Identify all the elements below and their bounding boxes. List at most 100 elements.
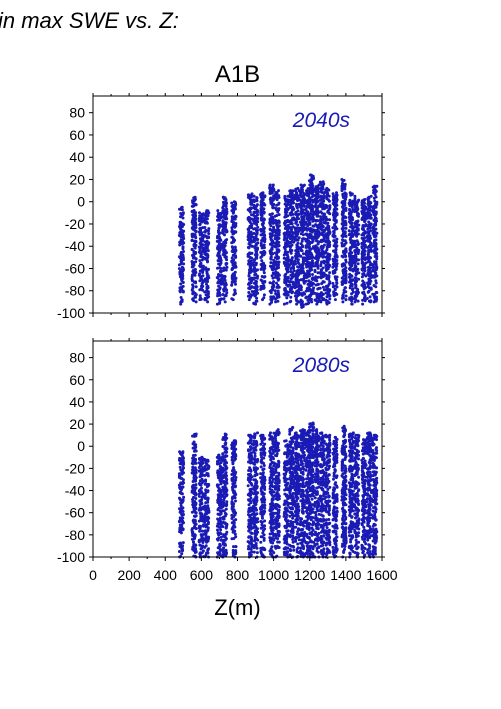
scatter-point [216, 234, 220, 238]
scatter-point [288, 206, 292, 210]
scatter-point [249, 206, 253, 210]
scatter-point [362, 273, 366, 277]
scatter-point [260, 254, 264, 258]
scatter-point [299, 201, 303, 205]
scatter-point [334, 248, 338, 251]
scatter-point [327, 294, 331, 298]
scatter-point [372, 185, 376, 189]
scatter-point [205, 236, 209, 240]
scatter-point [234, 518, 238, 522]
scatter-point [356, 227, 360, 231]
scatter-point [331, 281, 335, 285]
scatter-point [181, 289, 185, 293]
scatter-point [262, 235, 266, 239]
scatter-point [344, 254, 347, 258]
scatter-point [317, 248, 321, 252]
scatter-point [255, 253, 259, 257]
scatter-point [190, 232, 194, 236]
scatter-point [375, 231, 379, 235]
scatter-point [348, 207, 351, 211]
scatter-point [218, 525, 222, 529]
scatter-point [254, 285, 258, 289]
scatter-point [296, 250, 300, 254]
scatter-point [178, 458, 182, 462]
scatter-point [255, 232, 259, 236]
scatter-point [277, 263, 280, 267]
scatter-point [225, 461, 229, 465]
scatter-point [198, 294, 202, 298]
scatter-point [205, 221, 209, 225]
scatter-point [344, 290, 348, 294]
scatter-point [230, 537, 234, 541]
scatter-point [225, 530, 229, 534]
scatter-point [321, 187, 325, 191]
scatter-point [288, 249, 292, 253]
scatter-point [178, 275, 182, 279]
scatter-point [179, 498, 183, 502]
scatter-point [301, 195, 305, 199]
scatter-point [355, 269, 359, 273]
scatter-point [316, 187, 320, 191]
scatter-point [224, 281, 228, 285]
scatter-point [204, 535, 208, 539]
scatter-point [342, 187, 346, 191]
scatter-point [304, 250, 308, 254]
scatter-point [334, 220, 338, 224]
scatter-point [362, 205, 366, 209]
scatter-point [300, 268, 304, 272]
scatter-point [328, 280, 332, 284]
scatter-point [194, 223, 198, 227]
scatter-point [223, 472, 227, 476]
scatter-point [297, 262, 301, 265]
scatter-point [295, 302, 299, 306]
scatter-point [316, 211, 320, 215]
scatter-point [178, 530, 181, 534]
scatter-point [261, 194, 265, 197]
scatter-point [219, 238, 223, 242]
scatter-point [268, 281, 272, 285]
scatter-point [305, 217, 309, 221]
scatter-point [276, 210, 280, 214]
scatter-point [206, 496, 210, 500]
scatter-point [192, 492, 196, 495]
scatter-point [182, 229, 186, 233]
scatter-point [275, 253, 279, 257]
scatter-point [193, 246, 197, 250]
scatter-point [313, 270, 317, 274]
scatter-point [230, 458, 234, 462]
scatter-point [269, 264, 272, 268]
scatter-point [319, 291, 323, 295]
scatter-point [277, 189, 280, 193]
scatter-point [271, 219, 275, 222]
scatter-point [262, 264, 266, 268]
scatter-point [295, 299, 298, 302]
scatter-point [233, 273, 237, 277]
scatter-point [179, 462, 183, 465]
scatter-point [366, 215, 369, 219]
scatter-point [199, 460, 203, 464]
scatter-point [332, 292, 336, 296]
scatter-point [178, 487, 182, 491]
scatter-point [191, 204, 195, 208]
scatter-point [277, 194, 281, 198]
scatter-point [362, 233, 366, 237]
scatter-point [198, 551, 202, 555]
scatter-point [205, 270, 209, 273]
scatter-point [193, 504, 197, 508]
scatter-point [217, 241, 221, 245]
scatter-point [369, 236, 373, 240]
scatter-point [254, 282, 258, 286]
scatter-point [254, 242, 258, 246]
scatter-point [321, 275, 325, 279]
scatter-point [181, 216, 185, 220]
scatter-point [354, 207, 357, 211]
scatter-point [178, 243, 182, 247]
scatter-point [199, 514, 203, 518]
scatter-point [284, 289, 288, 293]
scatter-point [296, 231, 300, 234]
scatter-point [198, 211, 201, 215]
scatter-point [192, 477, 196, 481]
scatter-point [216, 266, 219, 270]
scatter-point [204, 488, 208, 492]
scatter-point [203, 290, 207, 294]
